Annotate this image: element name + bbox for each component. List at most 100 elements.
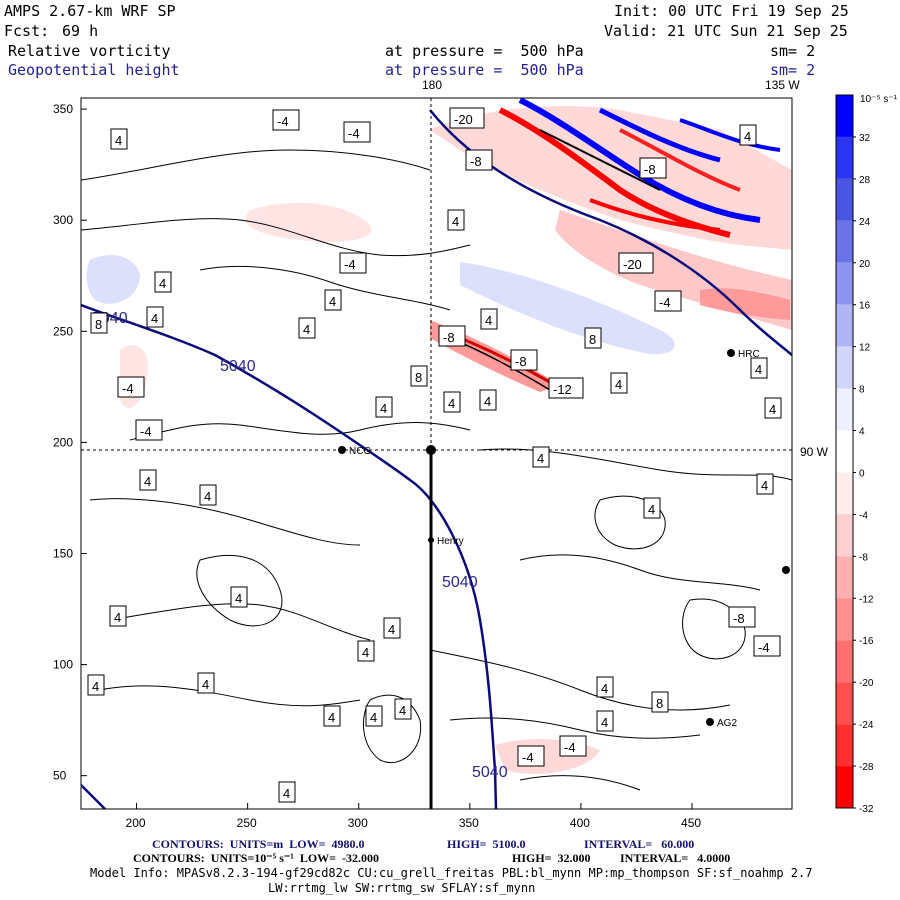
colorbar-label: 28 (859, 175, 871, 186)
label-box: 4 (643, 497, 661, 519)
label-box: -4 (117, 376, 145, 398)
contour-label-4: 4 (615, 377, 622, 392)
contour-label-4: 4 (114, 610, 121, 625)
contour-label-neg4: -4 (122, 381, 134, 396)
label-box: -8 (465, 149, 493, 171)
site-marker-hrc (727, 349, 735, 357)
label-box: 4 (764, 397, 782, 419)
negative-vorticity-region (700, 288, 790, 320)
contour-label-4: 4 (601, 681, 608, 696)
contour-label-4: 4 (485, 313, 492, 328)
lon-label-180: 180 (422, 78, 442, 92)
contour-label-4: 4 (388, 622, 395, 637)
label-box: -4 (753, 635, 781, 657)
colorbar-label: 4 (859, 427, 865, 438)
contour-label-4: 4 (448, 396, 455, 411)
label-box: 8 (410, 365, 428, 387)
contour-label-neg4: -4 (758, 640, 770, 655)
colorbar-label: -32 (859, 804, 874, 815)
height-label: 5040 (442, 574, 478, 591)
label-box: 4 (199, 484, 217, 506)
contour-label-neg20: -20 (454, 112, 473, 127)
vorticity-contours (81, 149, 792, 791)
colorbar-label: 24 (859, 217, 871, 228)
contour-label-4: 4 (362, 645, 369, 660)
label-box: 4 (278, 781, 296, 803)
colorbar-swatch (836, 388, 853, 431)
contour-label-4: 4 (399, 703, 406, 718)
y-tick-label: 200 (53, 435, 73, 449)
x-tick-label: 200 (126, 816, 146, 830)
colorbar-unit: 10⁻⁵ s⁻¹ (860, 94, 898, 105)
contour-label-4: 4 (380, 401, 387, 416)
colorbar-swatch (836, 346, 853, 389)
colorbar-swatch (836, 766, 853, 808)
y-axis: 50 100 150 200 250 300 350 (53, 102, 87, 783)
colorbar-swatch (836, 136, 853, 179)
contour-label-neg8: -8 (515, 354, 527, 369)
contour-label-neg8: -8 (644, 162, 656, 177)
cross-section-start-marker (426, 445, 436, 455)
label-box: 4 (298, 317, 316, 339)
label-box: 4 (139, 469, 157, 491)
site-label-henry: Henry (437, 536, 464, 547)
field2-smoothing: sm= 2 (770, 61, 816, 79)
contour-label-4: 4 (761, 478, 768, 493)
label-box: 4 (596, 710, 614, 732)
label-box: 4 (750, 357, 768, 379)
contour-label-8: 8 (589, 332, 596, 347)
colorbar-swatch (836, 472, 853, 515)
label-box: 8 (90, 312, 108, 334)
field1-smoothing: sm= 2 (770, 42, 816, 60)
contour-label-neg4: -4 (659, 295, 671, 310)
label-box: 4 (110, 128, 128, 150)
colorbar-frame (835, 94, 854, 809)
x-tick-label: 350 (459, 816, 479, 830)
site-label-hrc: HRC (738, 349, 760, 360)
contour-label-4: 4 (92, 679, 99, 694)
label-box: 4 (596, 676, 614, 698)
colorbar-label: -20 (859, 678, 874, 689)
x-tick-label: 250 (237, 816, 257, 830)
footer-vort-high: HIGH= 32.000 (512, 851, 591, 865)
field1-level: at pressure = 500 hPa (385, 42, 584, 60)
y-tick-label: 300 (53, 213, 73, 227)
contour-label-4: 4 (235, 591, 242, 606)
label-box: 4 (447, 209, 465, 231)
x-axis: 200 250 300 350 400 450 (126, 803, 701, 830)
colorbar-swatch (836, 95, 853, 137)
y-tick-label: 100 (53, 658, 73, 672)
site-marker-edge (782, 566, 790, 574)
label-box: 4 (394, 698, 412, 720)
positive-vorticity-region (86, 255, 140, 304)
negative-vorticity-region (430, 106, 792, 250)
colorbar: 32 28 24 20 16 12 8 4 0 -4 -8 -12 -16 -20 -24 -28 -32 (835, 94, 874, 815)
field2-level: at pressure = 500 hPa (385, 61, 584, 79)
contour-label-neg4: -4 (522, 750, 534, 765)
colorbar-label: 12 (859, 343, 871, 354)
contour-label-neg12: -12 (553, 382, 572, 397)
footer-height-interval: INTERVAL= 60.000 (584, 837, 695, 851)
contour-label-4: 4 (151, 311, 158, 326)
x-tick-label: 450 (681, 816, 701, 830)
label-box: -8 (510, 349, 538, 371)
contour-label-4: 4 (452, 214, 459, 229)
valid-time: Valid: 21 UTC Sun 21 Sep 25 (604, 22, 848, 40)
lon-label-90w: 90 W (800, 445, 829, 459)
label-box: 4 (756, 473, 774, 495)
colorbar-swatch (836, 514, 853, 557)
colorbar-swatch (836, 430, 853, 473)
site-marker-henry (428, 537, 434, 543)
colorbar-swatch (836, 304, 853, 347)
height-label: 5040 (472, 764, 508, 781)
label-box: 4 (739, 124, 757, 146)
label-box: 4 (230, 586, 248, 608)
height-contour-5040 (81, 784, 106, 809)
label-box: 4 (532, 446, 550, 468)
negative-vorticity-region (245, 202, 372, 242)
site-label-ag2: AG2 (717, 718, 737, 729)
contour-label-4: 4 (370, 710, 377, 725)
contour-label-neg4: -4 (140, 424, 152, 439)
colorbar-swatch (836, 598, 853, 641)
footer-height-high: HIGH= 5100.0 (447, 837, 526, 851)
